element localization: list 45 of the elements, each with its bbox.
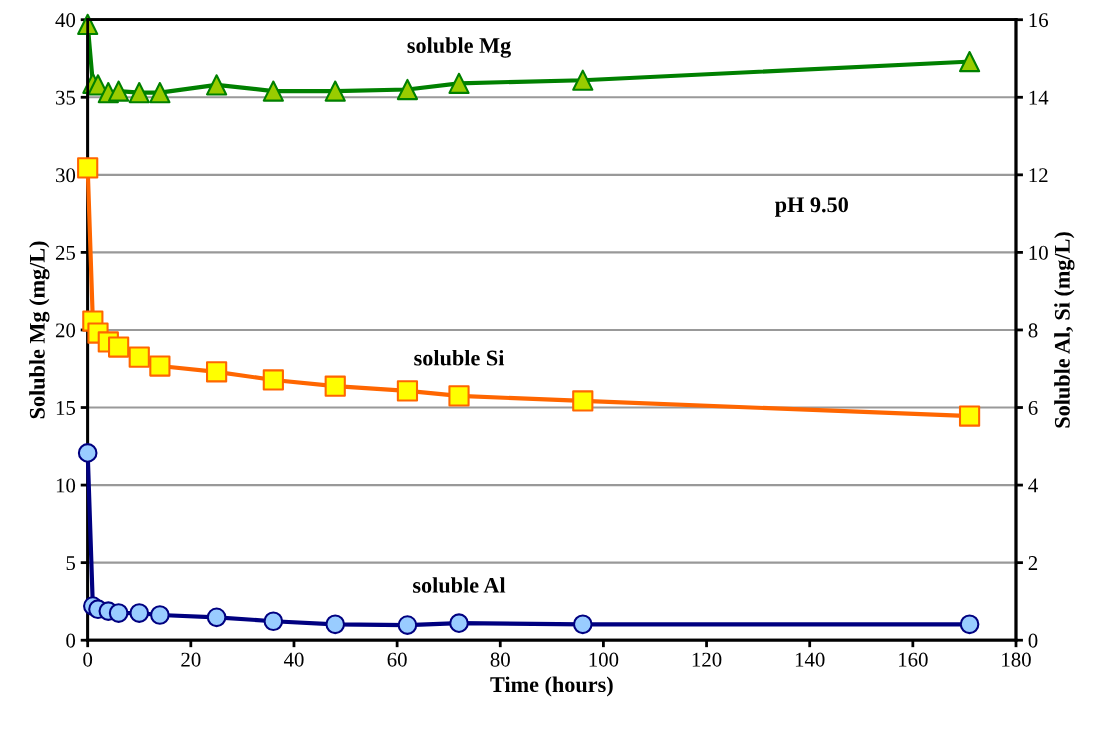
x-tick-label: 20 — [181, 652, 201, 667]
point — [324, 80, 346, 102]
annotation: pH 9.50 — [775, 197, 848, 217]
point — [149, 82, 171, 104]
x-tick-label: 160 — [899, 652, 928, 667]
point — [572, 69, 594, 91]
y-tick-label: 30 — [56, 168, 76, 183]
y-tick-label: 35 — [56, 90, 76, 105]
y2-tick-label: 0 — [1028, 633, 1038, 648]
y2-tick-label: 2 — [1028, 556, 1038, 570]
x-tick-label: 180 — [1002, 652, 1031, 667]
y-tick-label: 40 — [55, 13, 76, 28]
y-tick-label: 15 — [56, 401, 76, 415]
x-tick-label: 60 — [387, 652, 407, 667]
y2-tick-label: 4 — [1028, 478, 1038, 493]
series-label: soluble Si — [414, 349, 505, 366]
y-tick-label: 0 — [66, 633, 76, 648]
point — [128, 82, 150, 104]
y2-axis-title: Soluble Al, Si (mg/L) — [1054, 232, 1075, 428]
y2-tick-label: 6 — [1028, 400, 1038, 415]
y-tick-label: 5 — [66, 556, 76, 571]
x-tick-label: 40 — [283, 652, 304, 667]
point — [958, 50, 981, 73]
point — [448, 72, 470, 94]
x-tick-label: 80 — [490, 652, 510, 667]
x-tick-label: 140 — [795, 652, 825, 667]
y2-tick-label: 8 — [1028, 323, 1038, 338]
y2-tick-label: 14 — [1029, 90, 1049, 105]
x-tick-label: 0 — [83, 652, 93, 667]
y2-tick-label: 12 — [1029, 168, 1048, 183]
x-tick-label: 100 — [589, 652, 619, 667]
y2-tick-label: 16 — [1029, 13, 1049, 28]
y-tick-label: 25 — [55, 245, 76, 260]
point — [396, 78, 419, 101]
x-tick-label: 120 — [692, 652, 722, 667]
y-axis-title: Soluble Mg (mg/L) — [29, 241, 50, 419]
y-tick-label: 20 — [55, 323, 76, 338]
point — [262, 80, 284, 102]
point — [206, 74, 228, 96]
series-label: soluble Al — [413, 577, 506, 593]
y2-tick-label: 10 — [1029, 245, 1048, 260]
point — [108, 80, 130, 102]
series-label: soluble Mg — [407, 37, 511, 58]
y-tick-label: 10 — [56, 478, 76, 493]
x-axis-title: Time (hours) — [490, 676, 613, 697]
